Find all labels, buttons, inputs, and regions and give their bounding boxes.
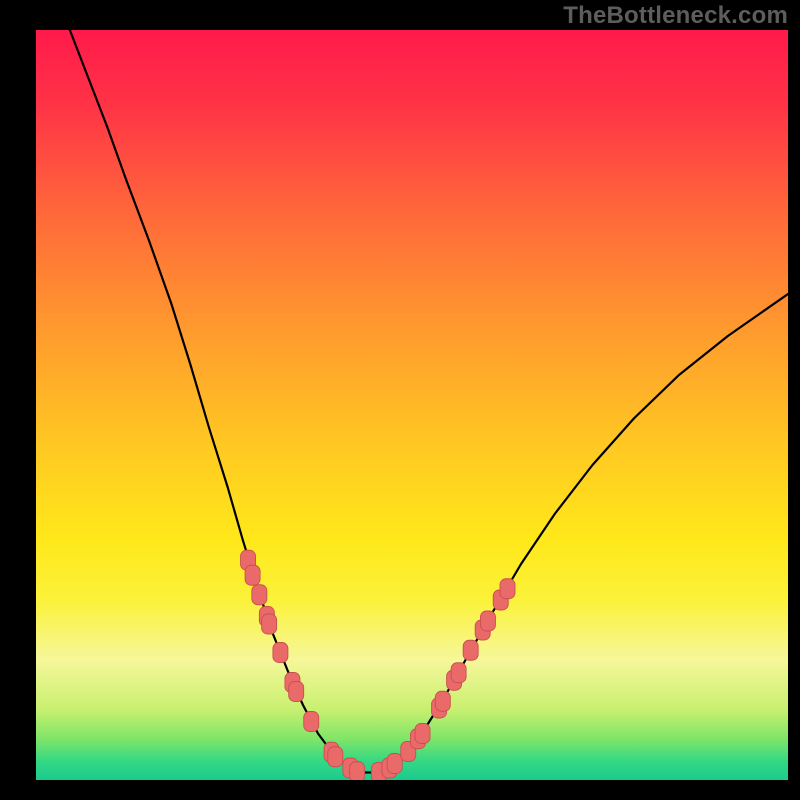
data-marker — [480, 611, 495, 631]
data-marker — [415, 724, 430, 744]
chart-svg — [0, 0, 800, 800]
data-marker — [350, 762, 365, 782]
data-marker — [463, 640, 478, 660]
gradient-background — [36, 30, 788, 780]
data-marker — [304, 712, 319, 732]
data-marker — [500, 579, 515, 599]
data-marker — [289, 682, 304, 702]
data-marker — [387, 754, 402, 774]
watermark-label: TheBottleneck.com — [563, 2, 788, 30]
data-marker — [252, 585, 267, 605]
data-marker — [435, 691, 450, 711]
data-marker — [451, 663, 466, 683]
data-marker — [273, 643, 288, 663]
data-marker — [262, 614, 277, 634]
chart-frame: TheBottleneck.com — [0, 0, 800, 800]
data-marker — [328, 747, 343, 767]
data-marker — [245, 565, 260, 585]
